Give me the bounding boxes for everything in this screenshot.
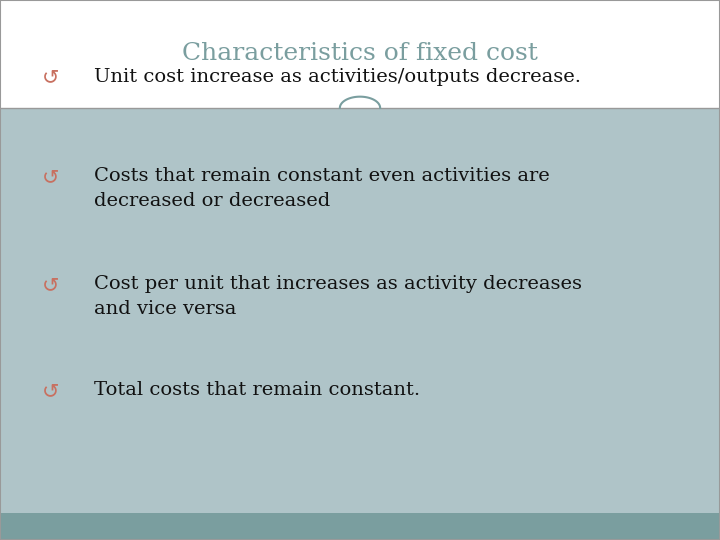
- Bar: [0, 0, 720, 108]
- Text: Unit cost increase as activities/outputs decrease.: Unit cost increase as activities/outputs…: [94, 68, 580, 85]
- Text: Total costs that remain constant.: Total costs that remain constant.: [94, 381, 420, 399]
- Text: ↺: ↺: [42, 167, 59, 187]
- Bar: [0, 513, 720, 540]
- Text: Costs that remain constant even activities are
decreased or decreased: Costs that remain constant even activiti…: [94, 167, 549, 211]
- Text: ↺: ↺: [42, 381, 59, 401]
- Bar: [0, 108, 720, 513]
- Text: ↺: ↺: [42, 68, 59, 87]
- Text: Characteristics of fixed cost: Characteristics of fixed cost: [182, 43, 538, 65]
- Text: Cost per unit that increases as activity decreases
and vice versa: Cost per unit that increases as activity…: [94, 275, 582, 319]
- Text: ↺: ↺: [42, 275, 59, 295]
